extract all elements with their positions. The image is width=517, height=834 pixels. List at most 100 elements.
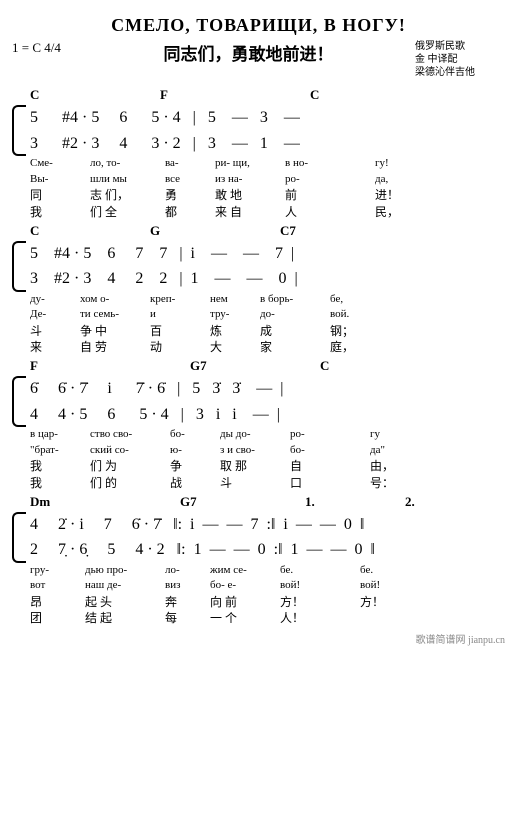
lyrics-block: Сме-ло, то-ва-ри- щи,в но-гу!Вы-шли мывс… xyxy=(12,156,505,220)
chord-label xyxy=(290,358,320,374)
title-chinese: 同志们，勇敢地前进！ xyxy=(82,40,415,65)
syllable: гу xyxy=(370,427,420,442)
syllable: 来 自 xyxy=(215,204,285,221)
syllable: ло, то- xyxy=(90,156,165,171)
note-row: 4 2̇ · i 7 6̇ · 7̇ ‖: i — — 7 :‖ i — — 0… xyxy=(30,512,505,538)
syllable: 民， xyxy=(375,204,425,221)
syllable: 向 前 xyxy=(210,594,280,611)
credits-block: 俄罗斯民歌 金 中译配 梁德沁伴吉他 xyxy=(415,40,505,79)
syllable: 结 起 xyxy=(85,610,165,627)
syllable: 成 xyxy=(260,323,330,340)
chord-label: C7 xyxy=(280,223,350,239)
music-system: CFC5 #4 · 5 6 5 · 4 | 5 — 3 —3 #2 · 3 4 … xyxy=(12,87,505,221)
staff-wrap: 5 #4 · 5 6 5 · 4 | 5 — 3 —3 #2 · 3 4 3 ·… xyxy=(12,105,505,156)
lyrics-block: гру-дью про-ло-жим се-бе.бе.вотнаш де-ви… xyxy=(12,563,505,627)
syllable: 大 xyxy=(210,339,260,356)
chord-row: FG7C xyxy=(12,358,505,374)
syllable: 钢； xyxy=(330,323,380,340)
syllable: бо- xyxy=(170,427,220,442)
lyrics-row-ru: гру-дью про-ло-жим се-бе.бе. xyxy=(30,563,505,578)
chord-label: C xyxy=(30,223,80,239)
syllable: гру- xyxy=(30,563,85,578)
syllable: 百 xyxy=(150,323,210,340)
syllable: 敢 地 xyxy=(215,187,285,204)
lyrics-row-ru: в цар-ство сво-бо-ды до-ро-гу xyxy=(30,427,505,442)
title-russian: СМЕЛО, ТОВАРИЩИ, В НОГУ! xyxy=(12,15,505,36)
syllable: вот xyxy=(30,578,85,593)
lyrics-row-cn: 我们 全都来 自人民， xyxy=(30,204,505,221)
syllable: и xyxy=(150,307,210,322)
syllable: 来 xyxy=(30,339,80,356)
syllable: 们 的 xyxy=(90,475,170,492)
syllable: 人 xyxy=(285,204,375,221)
syllable: 前 xyxy=(285,187,375,204)
syllable: вой. xyxy=(330,307,380,322)
chord-label: F xyxy=(160,87,250,103)
chord-label: C xyxy=(30,87,120,103)
chord-label: F xyxy=(30,358,90,374)
syllable: 昂 xyxy=(30,594,85,611)
note-row: 5 #4 · 5 6 7 7 | i — — 7 | xyxy=(30,241,505,267)
chord-row: CFC xyxy=(12,87,505,103)
note-row: 3 #2 · 3 4 3 · 2 | 3 — 1 — xyxy=(30,131,505,157)
syllable: ды до- xyxy=(220,427,290,442)
syllable: креп- xyxy=(150,292,210,307)
system-bracket xyxy=(12,241,26,292)
chord-label xyxy=(80,223,150,239)
syllable: 勇 xyxy=(165,187,215,204)
lyrics-row-ru: Де-ти семь-итру-до-вой. xyxy=(30,307,505,322)
chord-label: G xyxy=(150,223,220,239)
syllable: шли мы xyxy=(90,172,165,187)
syllable: 们 为 xyxy=(90,458,170,475)
syllable: все xyxy=(165,172,215,187)
syllable: 志 们， xyxy=(90,187,165,204)
syllable: ло- xyxy=(165,563,210,578)
lyrics-row-cn: 同志 们，勇敢 地前进！ xyxy=(30,187,505,204)
syllable: 起 头 xyxy=(85,594,165,611)
chord-label xyxy=(375,494,405,510)
chord-row: DmG71.2. xyxy=(12,494,505,510)
syllable: до- xyxy=(260,307,330,322)
syllable: наш де- xyxy=(85,578,165,593)
system-bracket xyxy=(12,376,26,427)
syllable: 争 中 xyxy=(80,323,150,340)
lyrics-row-cn: 团结 起每一 个人！ xyxy=(30,610,505,627)
syllable: ю- xyxy=(170,443,220,458)
syllable: 团 xyxy=(30,610,85,627)
system-bracket xyxy=(12,105,26,156)
credit-line: 金 中译配 xyxy=(415,53,505,66)
syllable: вой! xyxy=(280,578,360,593)
syllable: 进！ xyxy=(375,187,425,204)
lyrics-row-ru: Вы-шли мывсеиз на-ро-да, xyxy=(30,172,505,187)
syllable: из на- xyxy=(215,172,285,187)
music-system: DmG71.2.4 2̇ · i 7 6̇ · 7̇ ‖: i — — 7 :‖… xyxy=(12,494,505,628)
lyrics-row-cn: 我们 的战斗口号： xyxy=(30,475,505,492)
syllable: 战 xyxy=(170,475,220,492)
syllable: 炼 xyxy=(210,323,260,340)
staff-wrap: 4 2̇ · i 7 6̇ · 7̇ ‖: i — — 7 :‖ i — — 0… xyxy=(12,512,505,563)
lyrics-row-cn: 斗争 中百炼成钢； xyxy=(30,323,505,340)
lyrics-block: в цар-ство сво-бо-ды до-ро-гу"брат-ский … xyxy=(12,427,505,491)
credit-line: 梁德沁伴吉他 xyxy=(415,66,505,79)
chord-label: 1. xyxy=(305,494,375,510)
syllable: 我 xyxy=(30,475,90,492)
system-bracket xyxy=(12,512,26,563)
chord-label xyxy=(220,223,280,239)
staves: 6̇ 6̇ · 7̇ i 7̇ · 6̇ | 5 3̇ 3̇ — |4 4 · … xyxy=(30,376,505,427)
syllable: 家 xyxy=(260,339,330,356)
syllable: в борь- xyxy=(260,292,330,307)
staves: 5 #4 · 5 6 7 7 | i — — 7 |3 #2 · 3 4 2 2… xyxy=(30,241,505,292)
syllable: 斗 xyxy=(220,475,290,492)
syllable: ти семь- xyxy=(80,307,150,322)
staves: 5 #4 · 5 6 5 · 4 | 5 — 3 —3 #2 · 3 4 3 ·… xyxy=(30,105,505,156)
chord-label: G7 xyxy=(180,494,280,510)
syllable: нем xyxy=(210,292,260,307)
syllable: в цар- xyxy=(30,427,90,442)
syllable: бо- е- xyxy=(210,578,280,593)
note-row: 5 #4 · 5 6 5 · 4 | 5 — 3 — xyxy=(30,105,505,131)
lyrics-row-cn: 来自 劳动大家庭， xyxy=(30,339,505,356)
syllable: Вы- xyxy=(30,172,90,187)
syllable: 取 那 xyxy=(220,458,290,475)
chord-label xyxy=(280,494,305,510)
staff-wrap: 5 #4 · 5 6 7 7 | i — — 7 |3 #2 · 3 4 2 2… xyxy=(12,241,505,292)
